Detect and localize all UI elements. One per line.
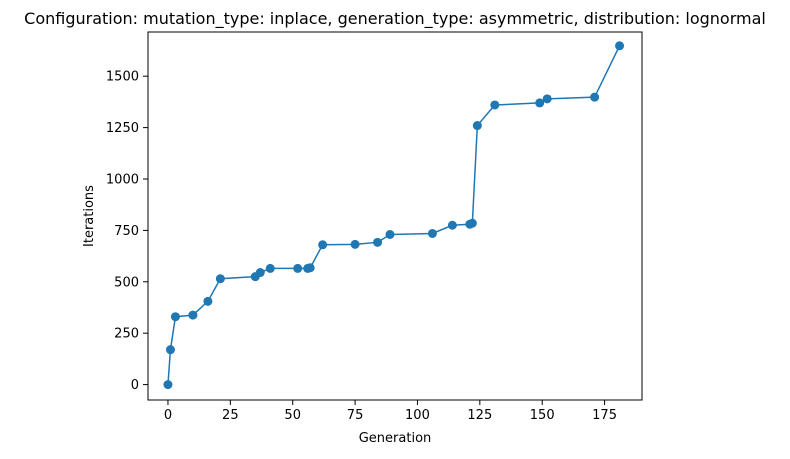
y-tick-label: 1500 [106, 70, 139, 85]
data-point [170, 312, 180, 322]
data-point [293, 263, 303, 273]
data-point [255, 268, 265, 278]
y-tick-label: 1000 [106, 172, 139, 187]
data-point [385, 230, 395, 240]
x-tick-label: 100 [405, 408, 430, 423]
x-tick-label: 25 [222, 408, 239, 423]
data-point [373, 237, 383, 247]
data-point [188, 310, 198, 320]
x-tick-label: 75 [347, 408, 364, 423]
data-point [427, 228, 437, 238]
data-point [615, 41, 625, 51]
data-point [472, 121, 482, 131]
y-tick-label: 250 [114, 327, 139, 342]
y-tick-label: 500 [114, 275, 139, 290]
data-point [350, 239, 360, 249]
data-point [215, 274, 225, 284]
data-point [535, 98, 545, 108]
data-point [203, 296, 213, 306]
data-series [163, 41, 625, 390]
data-point [305, 263, 315, 273]
data-point [542, 94, 552, 104]
y-tick-label: 1250 [106, 121, 139, 136]
x-tick-label: 125 [467, 408, 492, 423]
plot-area [147, 31, 643, 401]
x-tick-label: 150 [530, 408, 555, 423]
chart-title: Configuration: mutation_type: inplace, g… [24, 9, 766, 29]
x-tick-label: 0 [164, 408, 172, 423]
x-axis-label: Generation [359, 431, 432, 446]
data-point [590, 92, 600, 102]
data-point [318, 240, 328, 250]
y-axis-label: Iterations [82, 185, 97, 247]
y-tick-label: 750 [114, 224, 139, 239]
x-tick-label: 175 [592, 408, 617, 423]
x-tick-label: 50 [284, 408, 301, 423]
data-point [265, 263, 275, 273]
y-tick-label: 0 [131, 378, 139, 393]
data-point [490, 100, 500, 110]
series-line [167, 45, 621, 385]
data-point [447, 220, 457, 230]
data-point [467, 218, 477, 228]
data-point [165, 345, 175, 355]
x-axis-ticks: 0 25 50 75 100 125 150 175 [164, 400, 617, 423]
y-axis-ticks: 0 250 500 750 1000 1250 1500 [106, 70, 148, 393]
data-point [163, 380, 173, 390]
